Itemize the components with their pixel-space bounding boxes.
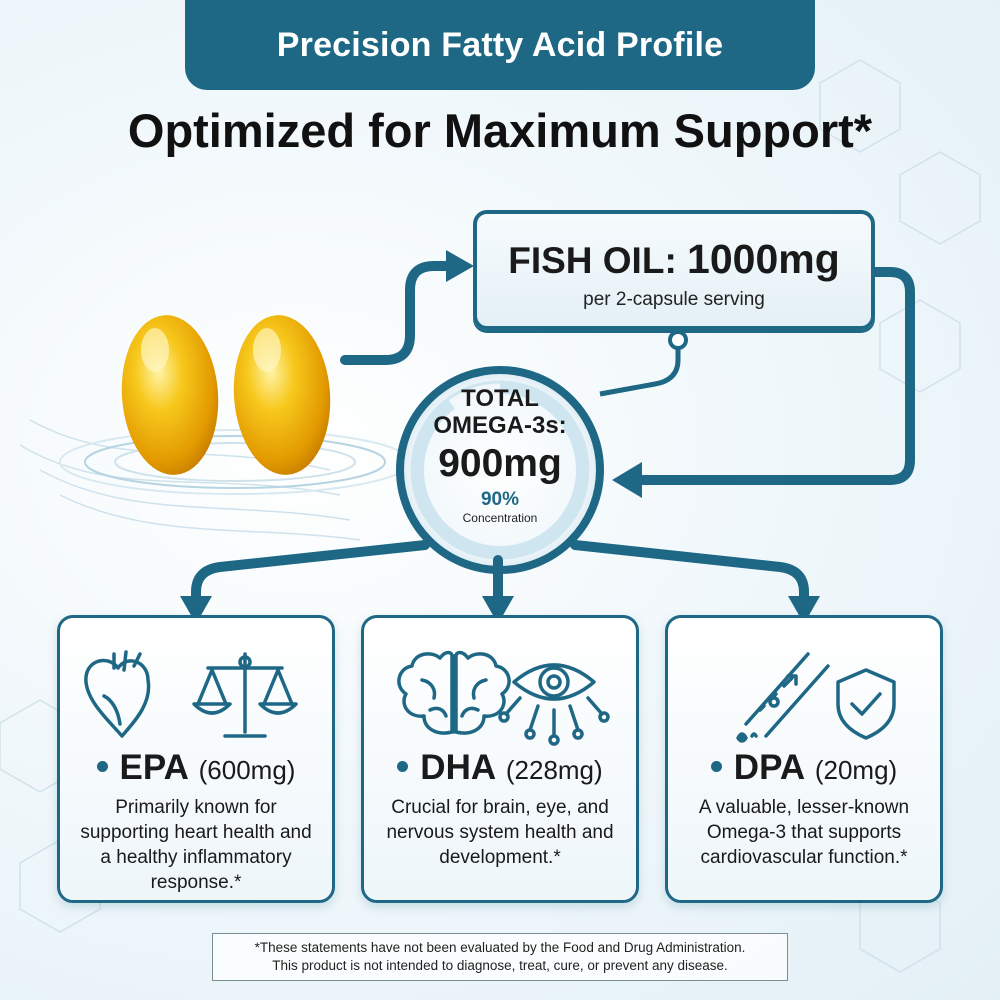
epa-amount: (600mg) xyxy=(198,755,296,785)
fish-oil-serving: per 2-capsule serving xyxy=(583,289,765,310)
brain-icon xyxy=(397,650,511,735)
bullet-dot xyxy=(710,761,722,773)
dha-description: Crucial for brain, eye, and nervous syst… xyxy=(386,797,614,868)
omega-ring xyxy=(396,366,604,574)
heart-icon xyxy=(84,650,151,738)
epa-name: EPA xyxy=(119,748,189,787)
omega-percent: 90% xyxy=(480,489,520,510)
arrow-head-dpa xyxy=(788,596,820,624)
omega-total: TOTAL OMEGA-3s: 900mg 90% Concentration xyxy=(425,385,575,525)
banner-title: Precision Fatty Acid Profile xyxy=(276,25,724,64)
capsule-right-icon xyxy=(233,315,331,475)
dha-name: DHA xyxy=(420,748,497,787)
dpa-card: DPA (20mg) A valuable, lesser-known Omeg… xyxy=(665,615,943,903)
balance-scale-icon xyxy=(192,652,298,738)
epa-heading: EPA (600mg) xyxy=(60,748,332,788)
dpa-name: DPA xyxy=(733,748,806,787)
dha-heading: DHA (228mg) xyxy=(364,748,636,788)
fda-disclaimer: *These statements have not been evaluate… xyxy=(212,933,788,981)
arrow-head-epa xyxy=(180,596,212,624)
arrow-head-dha xyxy=(482,596,514,624)
capsule-left-icon xyxy=(121,315,219,475)
page-headline: Optimized for Maximum Support* xyxy=(127,104,873,157)
eye-circuit-icon xyxy=(498,663,610,746)
epa-description: Primarily known for supporting heart hea… xyxy=(80,797,312,893)
fish-oil-title: FISH OIL: 1000mg xyxy=(477,236,871,283)
fish-oil-value: 1000mg xyxy=(687,236,840,282)
disclaimer-line1: *These statements have not been evaluate… xyxy=(254,940,746,955)
omega-concentration-arc xyxy=(412,382,588,558)
dpa-amount: (20mg) xyxy=(814,755,898,785)
blood-vessel-icon xyxy=(736,652,830,743)
dha-card: DHA (228mg) Crucial for brain, eye, and … xyxy=(361,615,639,903)
header-banner: Precision Fatty Acid Profile xyxy=(185,0,815,90)
arrow-fish-oil-to-omega xyxy=(612,267,915,498)
dha-amount: (228mg) xyxy=(505,755,603,785)
arrows-omega-to-cards xyxy=(191,540,809,603)
bullet-dot xyxy=(397,761,409,773)
fish-oil-box: FISH OIL: 1000mg per 2-capsule serving xyxy=(473,210,875,330)
dpa-description: A valuable, lesser-known Omega-3 that su… xyxy=(698,797,910,868)
epa-card: EPA (600mg) Primarily known for supporti… xyxy=(57,615,335,903)
shield-check-icon xyxy=(836,668,896,740)
connector-fish-oil-to-omega xyxy=(599,330,688,397)
omega-label-line1: TOTAL xyxy=(461,385,539,412)
arrow-capsules-to-fish-oil xyxy=(340,250,474,365)
disclaimer-line2: This product is not intended to diagnose… xyxy=(272,958,728,973)
fish-oil-label: FISH OIL: xyxy=(508,240,677,281)
omega-value: 900mg xyxy=(438,442,562,485)
omega-label-line2: OMEGA-3s: xyxy=(433,412,567,439)
dpa-heading: DPA (20mg) xyxy=(668,748,940,788)
bullet-dot xyxy=(96,761,108,773)
omega-concentration-label: Concentration xyxy=(462,511,538,525)
capsule-platform xyxy=(59,429,411,495)
